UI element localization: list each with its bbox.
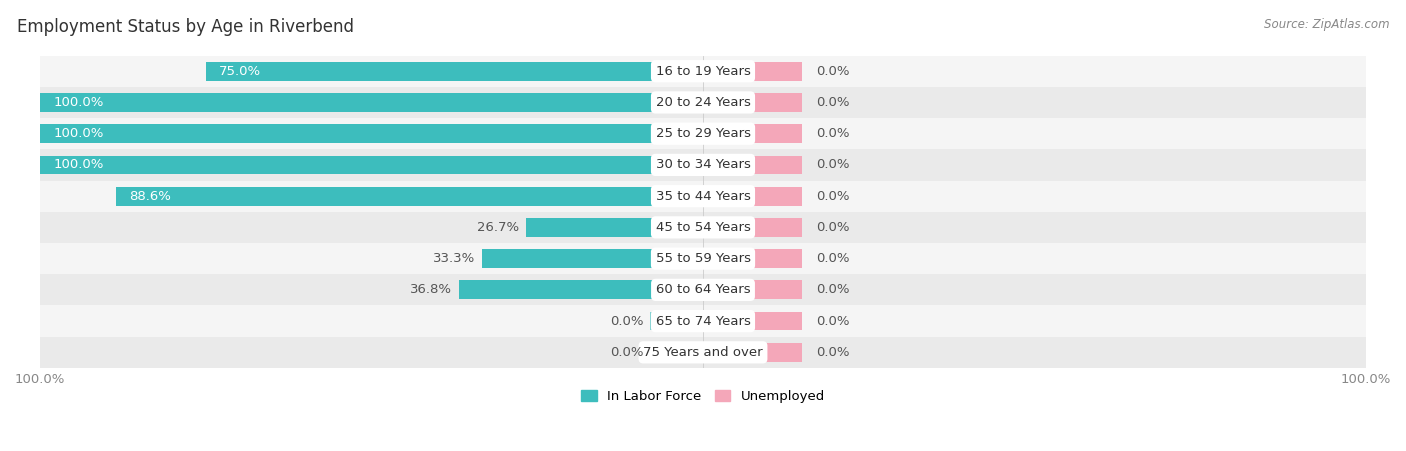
Text: 0.0%: 0.0% xyxy=(815,96,849,109)
Bar xyxy=(41,305,1365,337)
Bar xyxy=(703,281,803,299)
Text: 65 to 74 Years: 65 to 74 Years xyxy=(655,315,751,327)
Bar xyxy=(41,55,1365,87)
Bar xyxy=(41,337,1365,368)
Bar xyxy=(703,312,803,331)
Bar xyxy=(703,218,803,237)
Bar xyxy=(205,62,703,81)
Bar xyxy=(41,212,1365,243)
Bar xyxy=(41,149,1365,180)
Text: Source: ZipAtlas.com: Source: ZipAtlas.com xyxy=(1264,18,1389,31)
Bar xyxy=(703,62,803,81)
Text: 75.0%: 75.0% xyxy=(219,64,262,78)
Text: 36.8%: 36.8% xyxy=(411,283,453,296)
Bar xyxy=(650,343,703,362)
Bar xyxy=(703,249,803,268)
Text: 0.0%: 0.0% xyxy=(610,346,644,359)
Text: 0.0%: 0.0% xyxy=(815,252,849,265)
Bar xyxy=(460,281,703,299)
Bar xyxy=(115,187,703,206)
Text: Employment Status by Age in Riverbend: Employment Status by Age in Riverbend xyxy=(17,18,354,36)
Text: 100.0%: 100.0% xyxy=(53,158,104,171)
Bar xyxy=(41,243,1365,274)
Text: 75 Years and over: 75 Years and over xyxy=(643,346,763,359)
Bar xyxy=(482,249,703,268)
Text: 0.0%: 0.0% xyxy=(815,315,849,327)
Text: 0.0%: 0.0% xyxy=(815,158,849,171)
Text: 20 to 24 Years: 20 to 24 Years xyxy=(655,96,751,109)
Text: 100.0%: 100.0% xyxy=(53,96,104,109)
Bar xyxy=(41,118,1365,149)
Text: 26.7%: 26.7% xyxy=(477,221,519,234)
Text: 0.0%: 0.0% xyxy=(815,346,849,359)
Bar xyxy=(703,343,803,362)
Bar xyxy=(703,156,803,174)
Bar xyxy=(41,274,1365,305)
Bar xyxy=(703,187,803,206)
Text: 0.0%: 0.0% xyxy=(815,283,849,296)
Text: 33.3%: 33.3% xyxy=(433,252,475,265)
Text: 0.0%: 0.0% xyxy=(815,64,849,78)
Text: 55 to 59 Years: 55 to 59 Years xyxy=(655,252,751,265)
Bar xyxy=(650,312,703,331)
Text: 60 to 64 Years: 60 to 64 Years xyxy=(655,283,751,296)
Text: 0.0%: 0.0% xyxy=(815,221,849,234)
Text: 45 to 54 Years: 45 to 54 Years xyxy=(655,221,751,234)
Bar xyxy=(41,93,703,112)
Bar xyxy=(703,124,803,143)
Bar xyxy=(41,180,1365,212)
Text: 100.0%: 100.0% xyxy=(53,127,104,140)
Text: 0.0%: 0.0% xyxy=(815,127,849,140)
Text: 30 to 34 Years: 30 to 34 Years xyxy=(655,158,751,171)
Bar xyxy=(526,218,703,237)
Text: 0.0%: 0.0% xyxy=(610,315,644,327)
Text: 16 to 19 Years: 16 to 19 Years xyxy=(655,64,751,78)
Text: 0.0%: 0.0% xyxy=(815,190,849,202)
Text: 25 to 29 Years: 25 to 29 Years xyxy=(655,127,751,140)
Text: 88.6%: 88.6% xyxy=(129,190,172,202)
Legend: In Labor Force, Unemployed: In Labor Force, Unemployed xyxy=(575,385,831,408)
Text: 35 to 44 Years: 35 to 44 Years xyxy=(655,190,751,202)
Bar xyxy=(703,93,803,112)
Bar xyxy=(41,87,1365,118)
Bar xyxy=(41,156,703,174)
Bar xyxy=(41,124,703,143)
